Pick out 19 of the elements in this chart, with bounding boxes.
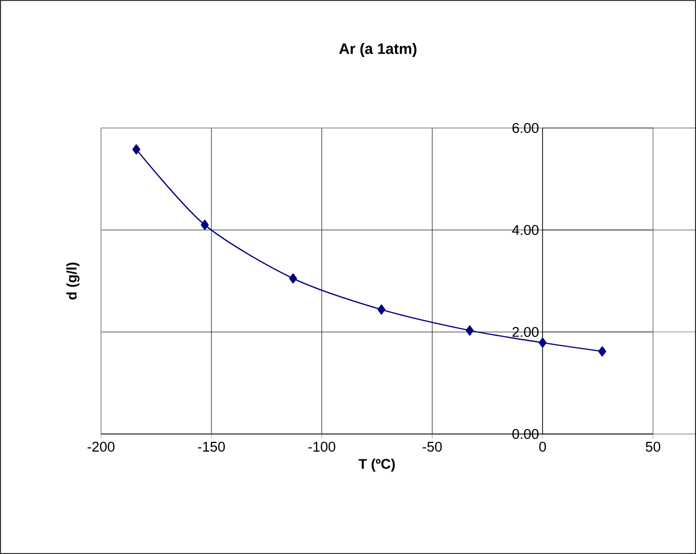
point: [377, 304, 386, 315]
point: [598, 346, 606, 356]
point: [289, 273, 298, 284]
x-tick-label: 50: [646, 442, 660, 452]
y-tick-label: 4.00: [512, 225, 539, 235]
point: [466, 325, 474, 336]
point: [132, 144, 140, 155]
x-tick-label: 0: [539, 442, 546, 452]
y-tick-label: 2.00: [512, 327, 539, 337]
point: [200, 220, 209, 230]
x-tick-label: -50: [422, 442, 442, 452]
y-tick-label: 6.00: [512, 123, 539, 133]
x-tick-label: -100: [308, 442, 336, 452]
chart-title: Ar (a 1atm): [339, 43, 416, 57]
point: [538, 338, 547, 348]
x-tick-label: -150: [198, 442, 225, 452]
y-axis-title: d (g/l): [66, 262, 80, 300]
x-axis-title: T (ºC): [358, 458, 395, 472]
x-tick-label: -200: [88, 442, 114, 452]
